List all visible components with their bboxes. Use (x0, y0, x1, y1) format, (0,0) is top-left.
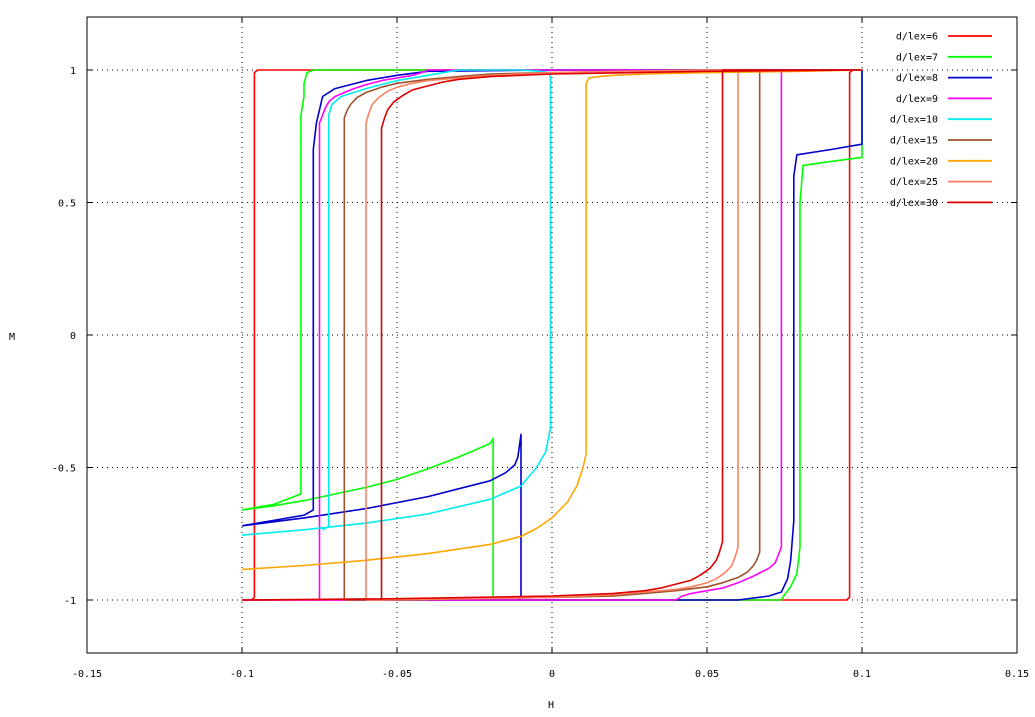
legend-label: d/lex=9 (896, 94, 938, 105)
series-line (241, 69, 863, 601)
x-tick-label: -0.15 (72, 669, 102, 680)
x-tick-label: -0.05 (382, 669, 412, 680)
series-line (241, 69, 863, 571)
legend-label: d/lex=7 (896, 52, 938, 63)
grid-lines (87, 17, 1017, 653)
legend-label: d/lex=25 (890, 177, 938, 188)
x-tick-label: 0.1 (853, 669, 871, 680)
legend-label: d/lex=30 (890, 198, 938, 209)
y-tick-labels: -1 -0.5 0 0.5 1 (52, 66, 1017, 607)
y-tick-label: 0.5 (58, 199, 76, 210)
series-line (241, 69, 863, 601)
legend-label: d/lex=10 (890, 115, 938, 126)
x-tick-label: 0.15 (1005, 669, 1029, 680)
legend: d/lex=6 d/lex=7 d/lex=8 d/lex=9 d/lex=10 d/le… (890, 32, 992, 209)
x-tick-label: -0.1 (230, 669, 254, 680)
legend-label: d/lex=20 (890, 156, 938, 167)
y-tick-label: -1 (64, 596, 76, 607)
y-tick-label: -0.5 (52, 464, 76, 475)
series-lines (241, 69, 863, 601)
y-tick-label: 0 (70, 331, 76, 342)
legend-label: d/lex=15 (890, 136, 938, 147)
legend-label: d/lex=8 (896, 73, 938, 84)
x-tick-label: 0 (549, 669, 555, 680)
y-axis-label: M (9, 332, 15, 343)
x-tick-label: 0.05 (695, 669, 719, 680)
y-tick-label: 1 (70, 66, 76, 77)
series-line (241, 69, 552, 536)
legend-label: d/lex=6 (896, 32, 938, 43)
x-axis-label: H (548, 700, 554, 711)
series-line (343, 69, 863, 601)
x-tick-labels: -0.15 -0.1 -0.05 0 0.05 0.1 0.15 (72, 17, 1029, 680)
series-line (241, 69, 863, 601)
